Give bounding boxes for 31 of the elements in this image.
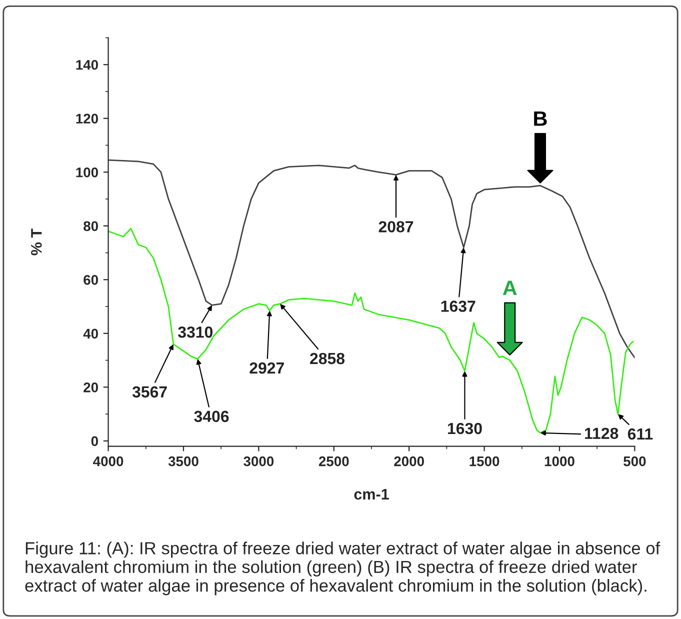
- annotation: B: [534, 111, 547, 126]
- x-tick-label: 3500: [168, 456, 198, 466]
- x-tick-label: 3000: [244, 456, 274, 466]
- y-tick-label: 0: [91, 436, 98, 446]
- annotation: 2858: [310, 352, 345, 364]
- x-tick-label: 2500: [318, 456, 349, 466]
- x-axis-title: cm-1: [354, 488, 389, 500]
- x-tick-label: 500: [624, 456, 646, 466]
- y-tick-label: 60: [84, 274, 98, 285]
- y-axis-title: % T: [31, 228, 42, 256]
- y-tick-label: 20: [84, 382, 98, 392]
- x-tick-label: 1000: [544, 456, 574, 466]
- annotation: 3567: [132, 386, 167, 398]
- x-tick-label: 1500: [470, 456, 500, 466]
- annotation: 1630: [448, 422, 482, 434]
- y-tick-label: 100: [76, 167, 98, 178]
- y-tick-label: 40: [83, 328, 98, 339]
- annotation: A: [502, 280, 517, 296]
- y-tick-label: 140: [76, 60, 98, 70]
- annotation: 2927: [250, 362, 284, 374]
- caption: Figure 11: (A): IR spectra of freeze dried water extract of water algae in absence of hexavalent chromium in the solution (green) (B) IR spectra of freeze dried water extract of water algae in presence of hexavalent chromium in the solution (black).: [25, 542, 660, 596]
- y-tick-label: 120: [76, 114, 98, 124]
- annotation: 1128: [585, 428, 618, 440]
- annotation: 1637: [441, 300, 476, 312]
- annotation: 611: [628, 428, 653, 440]
- x-tick-label: 4000: [93, 456, 124, 466]
- annotation: 2087: [378, 221, 414, 232]
- annotation: 3310: [178, 326, 213, 338]
- y-tick-label: 80: [84, 221, 98, 232]
- annotation: 3406: [194, 410, 229, 422]
- x-tick-label: 2000: [394, 456, 424, 466]
